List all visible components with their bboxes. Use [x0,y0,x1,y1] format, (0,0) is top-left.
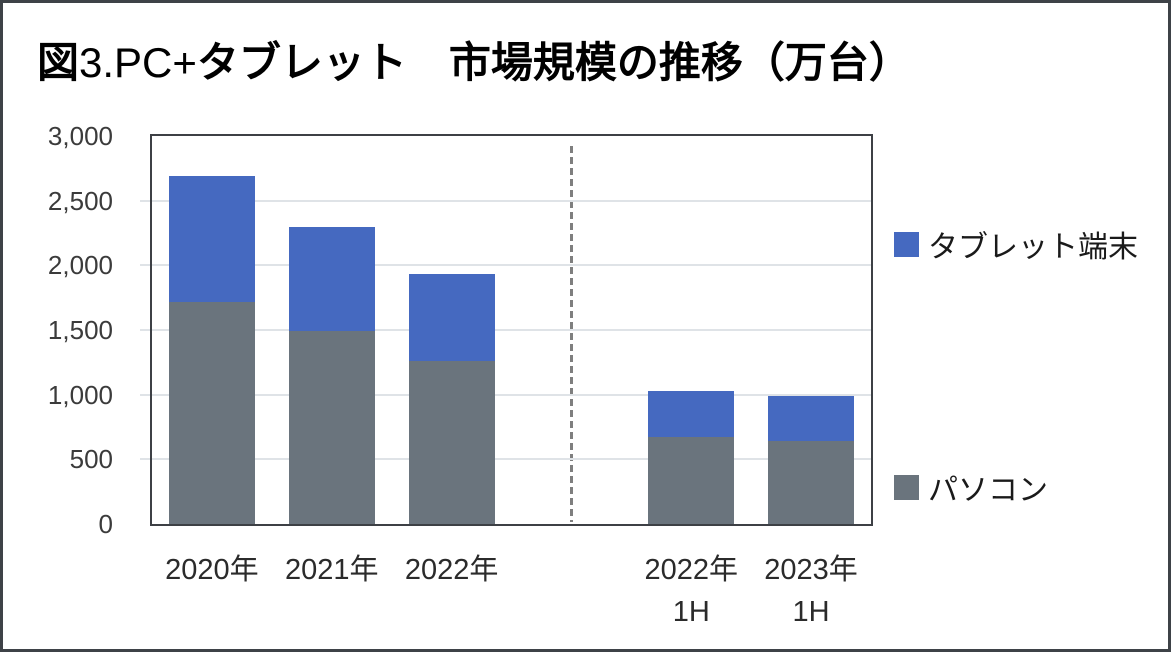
y-axis-tick [140,199,150,202]
bar-segment-pc [168,302,255,524]
legend-item-pc: パソコン [894,470,1048,507]
legend-item-tablet: タブレット端末 [894,227,1138,264]
bar-2023年 1H [768,395,855,524]
x-category-label: 2020年 [152,549,272,633]
chart-title-number: 3.PC+ [79,39,197,86]
x-category-label [511,549,631,633]
bar-segment-pc [288,331,375,524]
chart-title: 図3.PC+タブレット 市場規模の推移（万台） [37,29,911,90]
chart-title-figure-label: 図 [37,39,80,86]
bar-segment-tablet [768,395,855,442]
x-category-label-line: 2022年 [644,554,738,586]
legend-label-pc: パソコン [928,474,1048,507]
y-tick-label: 2,500 [47,185,113,216]
y-axis-tick [140,458,150,461]
bar-segment-tablet [168,176,255,303]
y-tick-label: 1,500 [47,315,113,345]
bar-segment-pc [768,441,855,524]
x-category-label-line: 1H [672,596,710,628]
x-category-label-line: 2023年 [764,554,858,586]
x-category-label-line: 1H [792,596,830,628]
y-axis-tick [140,264,150,267]
bar-2022年 [408,274,495,524]
y-axis-tick [140,329,150,331]
legend-swatch-pc-icon [894,474,919,500]
gridline [152,199,871,202]
y-axis-tick [140,393,150,396]
bar-segment-tablet [648,391,735,438]
x-category-label-line: 2021年 [284,554,379,586]
period-divider-line [569,146,573,522]
bar-2020年 [168,176,255,524]
legend-swatch-tablet-icon [894,231,919,257]
x-category-label-line: 2022年 [404,554,499,586]
y-tick-label: 500 [69,444,113,475]
gridline [152,458,871,461]
bar-segment-tablet [408,274,495,362]
y-tick-label: 2,000 [47,250,113,281]
x-category-label: 2021年 [272,549,392,633]
bar-2021年 [288,226,375,524]
gridline [152,393,871,396]
legend-label-tablet: タブレット端末 [928,231,1138,264]
gridline [152,329,871,331]
y-tick-label: 1,000 [47,379,113,410]
x-category-label: 2022年 [392,549,512,633]
chart-title-main: タブレット 市場規模の推移（万台） [196,39,911,86]
x-category-label: 2022年 1H [631,549,751,633]
x-axis-labels: 2020年 2021年 2022年 2022年 1H 2023年 1H [152,549,871,633]
plot-area [140,134,873,526]
y-tick-label: 3,000 [47,121,113,151]
x-category-label: 2023年 1H [751,549,871,633]
bar-segment-pc [408,361,495,524]
gridline [152,264,871,267]
bar-2022年 1H [648,391,735,524]
x-category-label-line: 2020年 [165,554,259,586]
bar-segment-tablet [288,226,375,332]
y-tick-label: 0 [98,509,113,539]
bar-segment-pc [648,437,735,524]
